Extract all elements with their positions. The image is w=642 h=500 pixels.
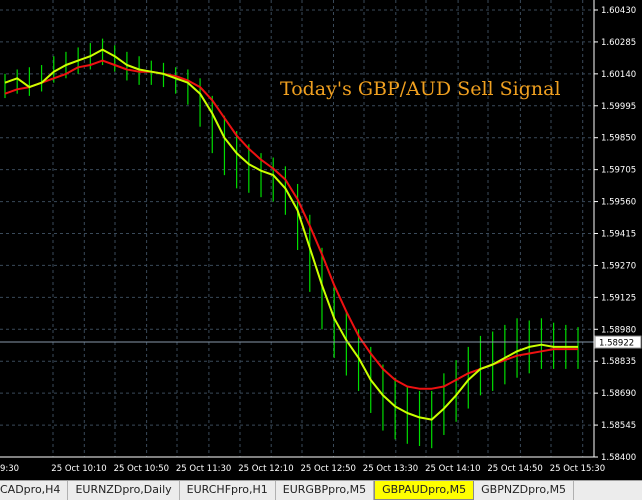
- current-price-box: [594, 335, 642, 349]
- signal-title: Today's GBP/AUD Sell Signal: [280, 78, 561, 100]
- y-tick-label: 1.59270: [601, 261, 636, 271]
- y-tick-label: 1.58400: [601, 453, 636, 463]
- price-chart[interactable]: 1.58922 1.60430 1.60285 1.60140 1.59995 1.59…: [0, 0, 642, 480]
- chart-grid: [0, 0, 594, 458]
- chart-tab-gbpaudpro-m5[interactable]: GBPAUDpro,M5: [374, 481, 475, 500]
- current-price-label: 1.58922: [599, 339, 634, 349]
- x-tick-label: 25 Oct 14:50: [487, 464, 542, 474]
- moving-averages: [4, 48, 578, 421]
- y-tick-label: 1.59850: [601, 134, 636, 144]
- y-tick-label: 1.59995: [601, 102, 636, 112]
- x-tick-label: 25 Oct 13:30: [363, 464, 418, 474]
- x-tick-label: 25 Oct 15:30: [550, 464, 605, 474]
- y-tick-label: 1.58835: [601, 357, 636, 367]
- chart-tab-cadpro-h4[interactable]: CADpro,H4: [0, 481, 69, 500]
- y-tick-label: 1.58980: [601, 325, 636, 335]
- x-tick-label: 25 Oct 14:10: [425, 464, 480, 474]
- x-tick-label: 25 Oct 11:30: [176, 464, 231, 474]
- chart-tab-gbpnzdpro-m5[interactable]: GBPNZDpro,M5: [474, 481, 575, 500]
- chart-tab-eurnzdpro-daily[interactable]: EURNZDpro,Daily: [68, 481, 180, 500]
- y-tick-label: 1.59125: [601, 293, 636, 303]
- price-bars: [4, 38, 579, 449]
- price-axis: 1.60430 1.60285 1.60140 1.59995 1.59850 1.597…: [593, 0, 636, 463]
- y-tick-label: 1.60430: [601, 6, 636, 16]
- y-tick-label: 1.59705: [601, 166, 636, 176]
- chart-area[interactable]: 1.58922 1.60430 1.60285 1.60140 1.59995 1.59…: [0, 0, 642, 480]
- y-tick-label: 1.60140: [601, 70, 636, 80]
- x-tick-label: 9:30: [0, 464, 19, 474]
- chart-tab-eurgbppro-m5[interactable]: EURGBPpro,M5: [276, 481, 375, 500]
- x-tick-label: 25 Oct 12:50: [301, 464, 356, 474]
- x-tick-label: 25 Oct 12:10: [238, 464, 293, 474]
- fast-ma-line: [4, 48, 578, 421]
- y-tick-label: 1.58690: [601, 389, 636, 399]
- y-tick-label: 1.60285: [601, 38, 636, 48]
- chart-tab-bar: CADpro,H4 EURNZDpro,Daily EURCHFpro,H1 EURG…: [0, 480, 642, 500]
- chart-tab-eurchfpro-h1[interactable]: EURCHFpro,H1: [180, 481, 276, 500]
- y-tick-label: 1.58545: [601, 421, 636, 431]
- x-tick-label: 25 Oct 10:50: [114, 464, 169, 474]
- y-tick-label: 1.59415: [601, 230, 636, 240]
- slow-ma-line: [4, 59, 578, 390]
- y-tick-label: 1.59560: [601, 198, 636, 208]
- current-price-line: 1.58922: [0, 335, 642, 349]
- x-tick-label: 25 Oct 10:10: [51, 464, 106, 474]
- time-axis: 9:30 25 Oct 10:10 25 Oct 10:50 25 Oct 11:30…: [0, 456, 605, 474]
